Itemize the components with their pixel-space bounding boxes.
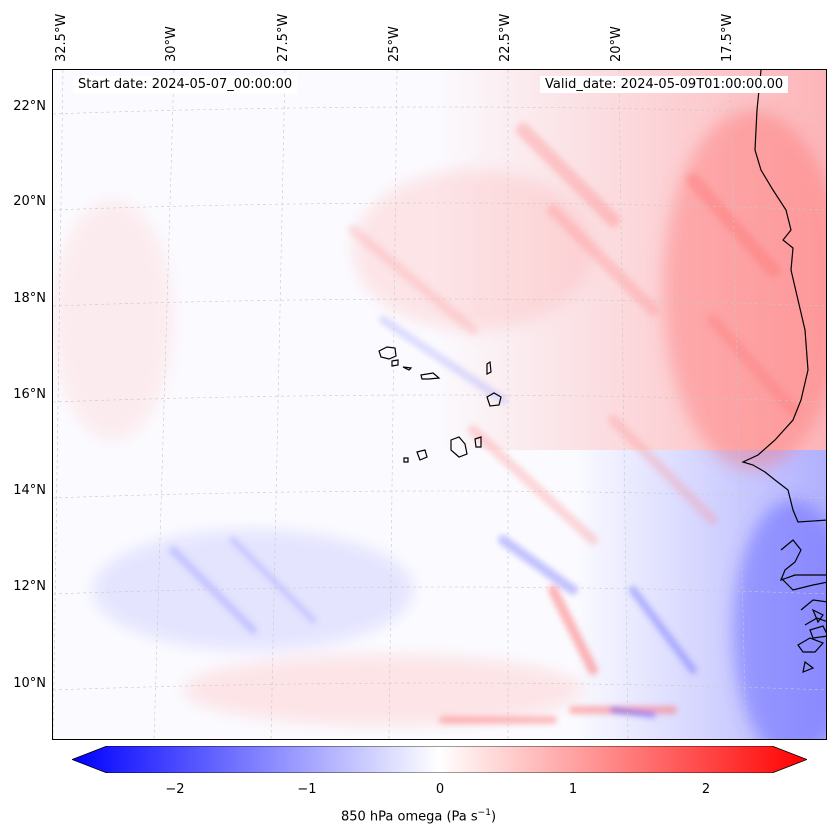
map-panel[interactable]	[52, 69, 827, 740]
lon-label-32-5w: 32.5°W	[54, 13, 69, 62]
graticule	[53, 70, 826, 739]
lon-label-27-5w: 27.5°W	[276, 13, 291, 62]
lon-label-20w: 20°W	[609, 26, 624, 62]
omega-shading	[53, 70, 826, 739]
lon-label-17-5w: 17.5°W	[720, 13, 735, 62]
lat-label-22n: 22°N	[13, 99, 46, 114]
islands	[378, 346, 502, 463]
lat-label-20n: 20°N	[13, 194, 46, 209]
lon-label-22-5w: 22.5°W	[498, 13, 513, 62]
colorbar-tick-2: 2	[701, 782, 711, 797]
lon-label-25w: 25°W	[387, 26, 402, 62]
lat-label-16n: 16°N	[13, 387, 46, 402]
lon-label-30w: 30°W	[164, 26, 179, 62]
lat-label-18n: 18°N	[13, 291, 46, 306]
omega-field-map	[53, 70, 826, 739]
colorbar-tick-minus-2: −2	[165, 782, 185, 797]
lat-label-10n: 10°N	[13, 676, 46, 691]
colorbar-tick-minus-1: −1	[297, 782, 317, 797]
coastline	[741, 70, 826, 673]
colorbar-tick-1: 1	[568, 782, 578, 797]
colorbar	[72, 746, 807, 773]
valid-date-label: Valid_date: 2024-05-09T01:00:00.00	[540, 76, 789, 93]
lat-label-12n: 12°N	[13, 579, 46, 594]
colorbar-tick-0: 0	[435, 782, 445, 797]
lat-label-14n: 14°N	[13, 483, 46, 498]
colorbar-label: 850 hPa omega (Pa s−1)	[340, 808, 497, 825]
start-date-label: Start date: 2024-05-07_00:00:00	[73, 76, 298, 93]
